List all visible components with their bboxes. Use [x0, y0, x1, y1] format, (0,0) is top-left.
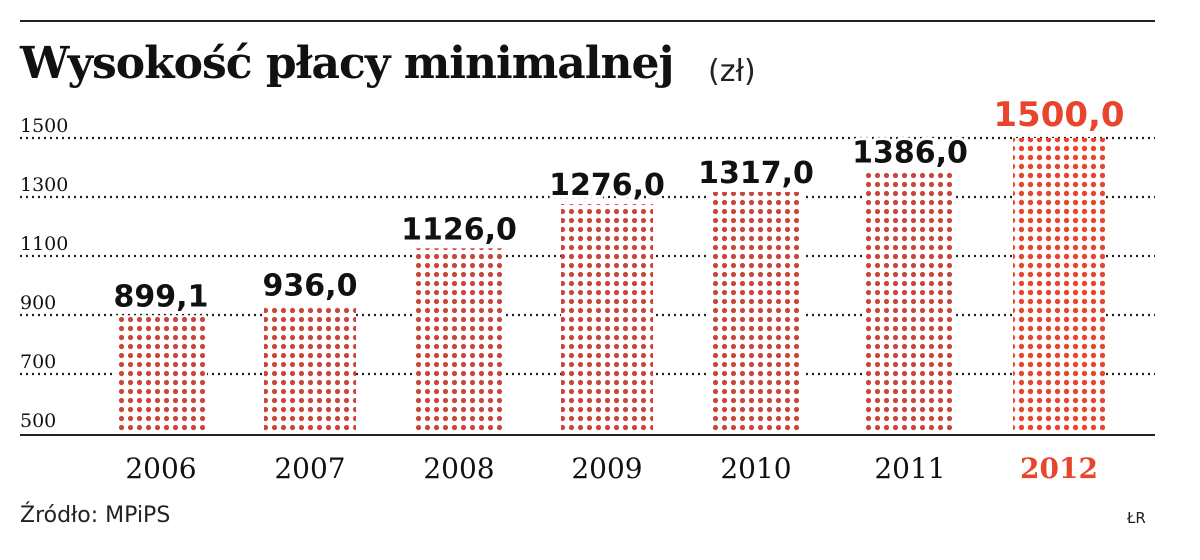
y-tick-label: 1300	[20, 174, 68, 196]
bars	[115, 138, 1105, 433]
chart-title: Wysokość płacy minimalnej	[20, 38, 674, 89]
y-tick-label: 500	[20, 410, 56, 432]
x-tick-labels: 2006 2007 2008 2009 2010 2011 2012	[125, 452, 1098, 485]
value-labels: 899,1 936,0 1126,0 1276,0 1317,0 1386,0 1500,0	[111, 92, 1128, 317]
y-tick-label: 1500	[20, 115, 68, 137]
author-credit: ŁR	[1127, 509, 1146, 527]
source-note: Źródło: MPiPS	[20, 503, 171, 528]
gridlines	[20, 136, 1155, 436]
value-label-2006: 899,1	[114, 279, 209, 314]
bar-2011	[864, 171, 956, 433]
bar-2012	[1013, 138, 1105, 433]
bar-2010	[710, 191, 802, 433]
x-tick-2011: 2011	[874, 452, 945, 485]
x-tick-2012: 2012	[1020, 452, 1098, 485]
value-label-2007: 936,0	[263, 268, 358, 303]
x-tick-2006: 2006	[125, 452, 196, 485]
y-tick-labels: 500 700 900 1100 1300 1500	[20, 115, 68, 432]
value-label-2010: 1317,0	[698, 156, 814, 191]
value-label-2012: 1500,0	[993, 95, 1124, 135]
x-tick-2007: 2007	[274, 452, 345, 485]
bar-2007	[264, 304, 356, 433]
unit-label: (zł)	[708, 54, 756, 89]
bar-2009	[561, 204, 653, 433]
y-tick-label: 900	[20, 292, 56, 314]
value-label-2009: 1276,0	[549, 168, 665, 203]
y-tick-label: 700	[20, 351, 56, 373]
y-tick-label: 1100	[20, 233, 68, 255]
bar-chart: 500 700 900 1100 1300 1500 899,1 936,0 1126,0 12…	[20, 92, 1155, 485]
x-tick-2008: 2008	[423, 452, 494, 485]
value-label-2008: 1126,0	[401, 212, 517, 247]
x-tick-2009: 2009	[571, 452, 642, 485]
value-label-2011: 1386,0	[852, 136, 968, 171]
top-rule	[20, 20, 1155, 22]
bar-2006	[115, 315, 207, 433]
x-tick-2010: 2010	[720, 452, 791, 485]
bar-2008	[413, 248, 505, 433]
